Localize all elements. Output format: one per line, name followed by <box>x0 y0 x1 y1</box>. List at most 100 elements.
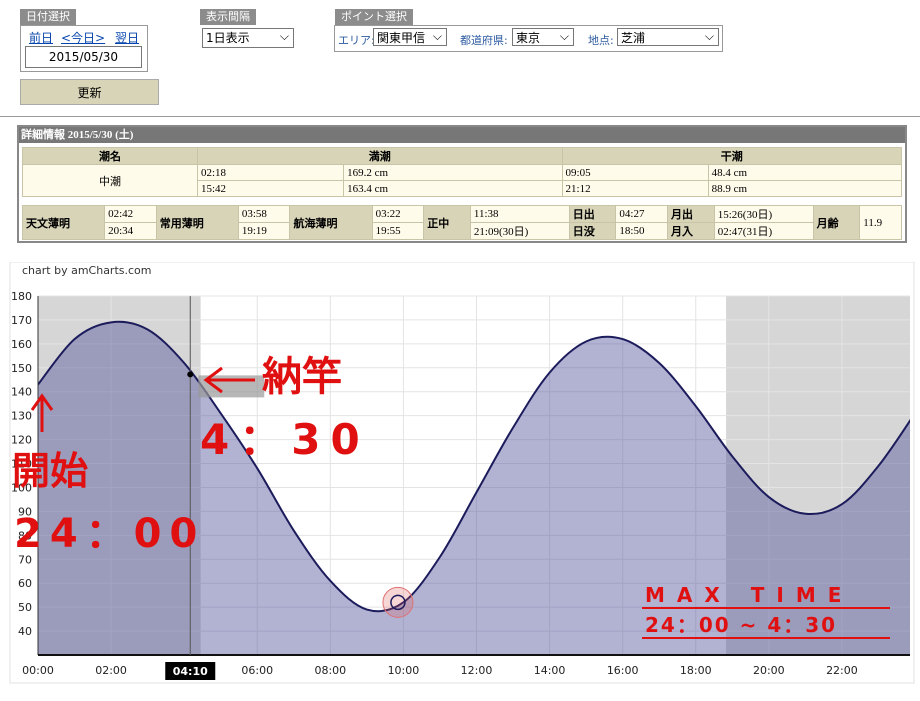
chart-credit: chart by amCharts.com <box>22 264 152 277</box>
value-cell: 02:42 <box>104 205 157 223</box>
x-tick-label: 18:00 <box>680 664 712 677</box>
label-cell: 正中 <box>423 205 471 240</box>
tide-table: 潮名 満潮 干潮 中潮 02:18 169.2 cm 09:05 48.4 cm 1… <box>22 147 903 197</box>
value-cell: 11.9 <box>859 205 902 240</box>
cursor-dot <box>187 371 194 378</box>
cursor-label: 04:10 <box>173 665 208 678</box>
y-tick-label: 120 <box>11 434 32 447</box>
cell: 02:18 <box>196 164 345 181</box>
select-value: 関東甲信 <box>377 31 426 45</box>
value-cell: 19:19 <box>237 222 291 240</box>
annotation: 24：00 ~ 4：30 <box>645 613 837 637</box>
y-tick-label: 170 <box>11 314 32 327</box>
place-label: 地点: <box>588 34 614 47</box>
label-cell: 月出 <box>667 205 715 223</box>
value-cell: 11:38 <box>469 205 570 223</box>
area-label: エリア: <box>338 34 375 47</box>
label-cell: 航海薄明 <box>289 205 373 240</box>
cell: 48.4 cm <box>707 164 903 181</box>
value-cell: 19:55 <box>371 222 425 240</box>
annotation-arrow <box>203 366 255 394</box>
y-tick-label: 100 <box>11 481 32 494</box>
cell: 163.4 cm <box>343 180 563 197</box>
annotation: 4：30 <box>200 415 370 464</box>
y-tick-label: 40 <box>18 625 32 638</box>
today-link[interactable]: <今日> <box>61 31 106 45</box>
area-fill <box>38 321 910 655</box>
tide-line <box>38 320 910 613</box>
label-cell: 月入 <box>667 222 715 240</box>
select-value: 東京 <box>516 31 541 45</box>
interval-select[interactable]: 1日表示 <box>202 27 294 48</box>
select-value: 芝浦 <box>621 31 646 45</box>
update-button[interactable]: 更新 <box>20 79 159 105</box>
cell: 169.2 cm <box>343 164 563 181</box>
value-cell: 21:09(30日) <box>469 222 570 240</box>
y-tick-label: 50 <box>18 601 32 614</box>
value-cell: 03:58 <box>237 205 291 223</box>
x-tick-label: 12:00 <box>461 664 493 677</box>
value-cell: 03:22 <box>371 205 425 223</box>
y-tick-label: 70 <box>18 553 32 566</box>
x-tick-label: 10:00 <box>388 664 420 677</box>
highlight-inner <box>390 594 406 611</box>
tide-name: 中潮 <box>22 164 198 197</box>
label-cell: 常用薄明 <box>155 205 239 240</box>
annotation: MAX TIME <box>645 583 853 607</box>
tab-label: 表示間隔 <box>200 9 256 25</box>
chart: chart by amCharts.com 40 50 60 70 80 90 100 110… <box>9 262 915 684</box>
row: 天文薄明 02:42 常用薄明 03:58 航海薄明 03:22 正中 11:38 日出 04:2… <box>21 205 902 240</box>
annotation-arrow <box>30 393 54 432</box>
y-tick-label: 130 <box>11 410 32 423</box>
value-cell: 15:26(30日) <box>713 205 814 223</box>
x-tick-label: 00:00 <box>22 664 54 677</box>
detail-title: 詳細情報 2015/5/30 (土) <box>19 127 905 143</box>
x-tick-label: 08:00 <box>314 664 346 677</box>
cursor-label-bg <box>165 662 216 680</box>
date-box <box>20 25 148 72</box>
highlight-outer <box>382 586 414 618</box>
cell: 15:42 <box>196 180 345 197</box>
y-tick-label: 80 <box>18 529 32 542</box>
y-tick-label: 60 <box>18 577 32 590</box>
y-tick-label: 160 <box>11 338 32 351</box>
value-cell: 02:47(31日) <box>713 222 814 240</box>
annotation: 開始 <box>12 449 88 493</box>
x-tick-label: 06:00 <box>241 664 273 677</box>
x-tick-label: 20:00 <box>753 664 785 677</box>
value-cell: 20:34 <box>104 222 157 240</box>
x-tick-label: 14:00 <box>534 664 566 677</box>
date-input[interactable]: 2015/05/30 <box>25 46 142 68</box>
pref-label: 都道府県: <box>460 34 508 47</box>
tab-label: 日付選択 <box>20 9 76 25</box>
y-tick-label: 140 <box>11 386 32 399</box>
astro-table: 天文薄明 02:42 常用薄明 03:58 航海薄明 03:22 正中 11:38 日出 04:2… <box>21 205 902 240</box>
place-select[interactable]: 芝浦 <box>617 27 719 46</box>
pref-select[interactable]: 東京 <box>512 27 574 46</box>
value-cell: 18:50 <box>615 222 669 240</box>
y-tick-label: 180 <box>11 290 32 303</box>
night-band <box>726 296 910 655</box>
tab-label: ポイント選択 <box>335 9 413 25</box>
select-value: 1日表示 <box>206 31 250 45</box>
label-cell: 天文薄明 <box>21 205 106 240</box>
x-tick-label: 22:00 <box>826 664 858 677</box>
prev-link[interactable]: 前日 <box>29 31 54 45</box>
header: 干潮 <box>561 147 903 165</box>
y-tick-label: 90 <box>18 505 32 518</box>
row: 20:34 19:19 19:55 21:09(30日) 日没 18:50 月入 02:47(… <box>23 222 902 240</box>
x-tick-label: 16:00 <box>607 664 639 677</box>
label-cell: 日出 <box>568 205 617 223</box>
x-tick-label: 02:00 <box>95 664 127 677</box>
annotation: 納竿 <box>262 354 342 400</box>
y-tick-label: 110 <box>11 458 32 471</box>
value-cell: 04:27 <box>615 205 669 223</box>
cell: 88.9 cm <box>707 180 903 197</box>
area-select[interactable]: 関東甲信 <box>373 27 447 46</box>
label-cell: 月齢 <box>812 205 861 240</box>
night-band <box>38 296 201 655</box>
divider <box>0 116 920 117</box>
label-cell: 日没 <box>568 222 617 240</box>
next-link[interactable]: 翌日 <box>115 31 140 45</box>
